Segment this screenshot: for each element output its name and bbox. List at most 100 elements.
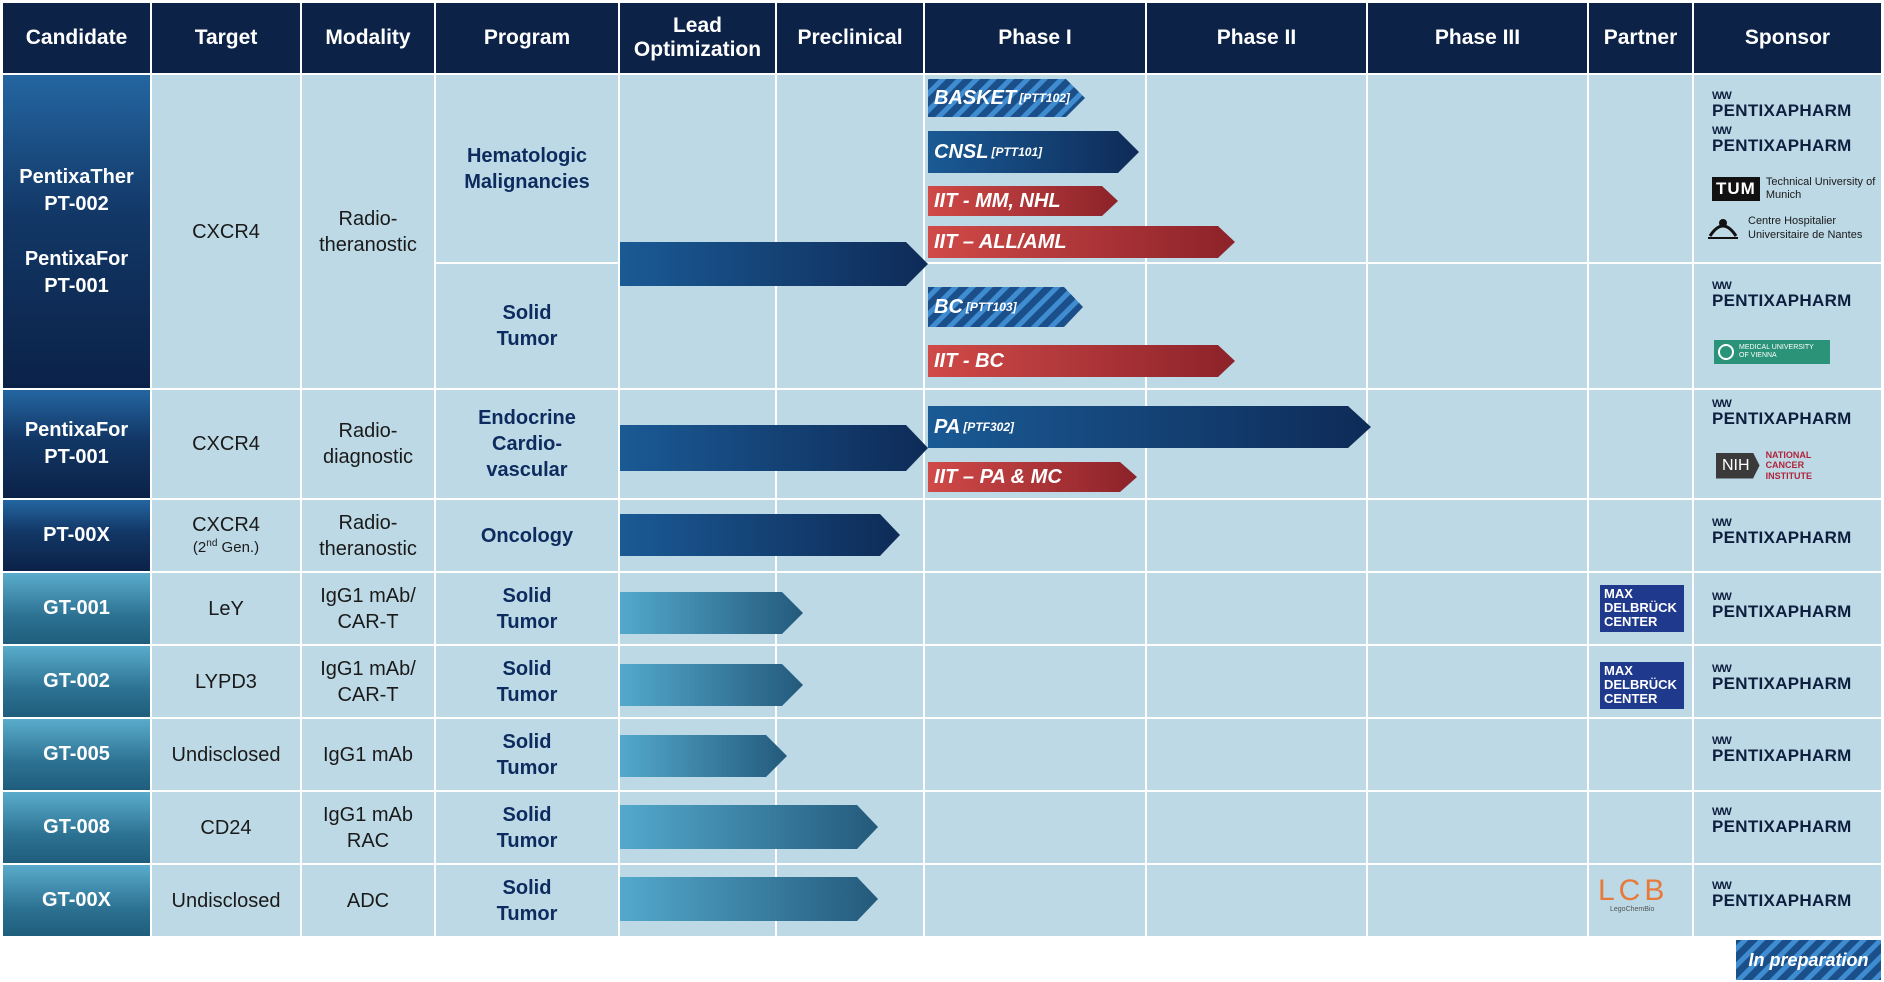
program-r2-line3: vascular <box>486 459 568 481</box>
sponsor-pentixapharm-5: WW PENTIXAPHARM <box>1712 517 1852 546</box>
mdc-2-line2: DELBRÜCK <box>1604 677 1677 692</box>
target-r3-gen-a: (2 <box>192 539 207 557</box>
grid-hline <box>152 571 1881 573</box>
bar-iit-pa <box>928 462 1137 492</box>
candidate-r1-b2: PT-001 <box>44 274 109 297</box>
sponsor-pentixapharm-9-text: PENTIXAPHARM <box>1712 817 1852 836</box>
grid-hline <box>0 571 152 573</box>
header-candidate: Candidate <box>3 3 150 73</box>
program-r6-line2: Tumor <box>496 756 558 779</box>
grid-vline <box>618 75 620 936</box>
header-phase-1: Phase I <box>925 3 1145 73</box>
sponsor-nih-nci: NIH NATIONAL CANCER INSTITUTE <box>1716 450 1812 481</box>
grid-hline <box>152 388 1881 390</box>
program-r8-line2: Tumor <box>496 902 558 925</box>
header-phase-2: Phase II <box>1147 3 1366 73</box>
program-r8-line1: Solid <box>502 876 552 899</box>
grid-hline <box>152 717 1881 719</box>
meduni-name: MEDICAL UNIVERSITY OF VIENNA <box>1739 344 1814 359</box>
chu-name: Centre Hospitalier Universitaire de Nant… <box>1748 214 1862 243</box>
arrow-r3-preclinical <box>620 514 900 556</box>
sponsor-pentixapharm-8: WW PENTIXAPHARM <box>1712 735 1852 764</box>
grid-hline <box>777 262 1881 264</box>
grid-vline <box>1587 75 1589 936</box>
grid-hline <box>152 498 1881 500</box>
program-r5-line2: Tumor <box>496 683 558 706</box>
nci-line3: INSTITUTE <box>1765 470 1813 481</box>
program-r6-line1: Solid <box>502 730 552 753</box>
sponsor-pentixapharm-10: WW PENTIXAPHARM <box>1712 880 1852 909</box>
program-r4-line2: Tumor <box>496 610 558 633</box>
header-lead-optimization: Lead Optimization <box>620 3 775 73</box>
pentixapharm-mark-icon: WW <box>1712 90 1732 102</box>
sponsor-tum: TUM Technical University of Munich <box>1712 176 1878 202</box>
grid-hline <box>0 644 152 646</box>
modality-r7-line1: IgG1 mAb <box>322 803 414 826</box>
bar-iit-mm <box>928 186 1118 216</box>
candidate-r1-a2: PT-002 <box>44 192 109 215</box>
header-target: Target <box>152 3 300 73</box>
grid-hline <box>152 790 1881 792</box>
modality-r2-line1: Radio- <box>338 420 398 442</box>
modality-r4-line1: IgG1 mAb/ <box>320 584 416 607</box>
arrow-r7 <box>620 805 878 849</box>
sponsor-pentixapharm-4-text: PENTIXAPHARM <box>1712 409 1852 428</box>
sponsor-pentixapharm-4: WW PENTIXAPHARM <box>1712 398 1852 427</box>
modality-r1-line1: Radio- <box>338 207 398 230</box>
header-phase-3: Phase III <box>1368 3 1587 73</box>
modality-r5: IgG1 mAb/ CAR-T <box>302 646 434 717</box>
program-r8: Solid Tumor <box>436 865 618 936</box>
candidate-pentixafor-pt001: PentixaFor PT-001 <box>3 390 150 498</box>
modality-r8: ADC <box>302 865 434 936</box>
chu-logo-icon <box>1704 214 1742 242</box>
target-r3-line2: (2nd Gen.) <box>193 538 259 558</box>
sponsor-pentixapharm-5-text: PENTIXAPHARM <box>1712 528 1852 547</box>
bar-pa <box>928 406 1371 448</box>
target-r3-line1: CXCR4 <box>192 514 260 537</box>
mdc-1-line1: MAX <box>1604 586 1633 601</box>
sponsor-pentixapharm-9: WW PENTIXAPHARM <box>1712 806 1852 835</box>
candidate-r1-a1: PentixaTher <box>19 165 134 188</box>
pentixapharm-mark-icon: WW <box>1712 125 1732 137</box>
partner-max-delbruck-1: MAX DELBRÜCK CENTER <box>1600 585 1684 632</box>
program-endocrine: Endocrine Cardio- vascular <box>436 390 618 498</box>
modality-r7-line2: RAC <box>346 829 390 852</box>
program-r2-line1: Endocrine <box>478 407 576 429</box>
lcb-logo-icon: LCB <box>1598 874 1669 907</box>
chu-name-line2: Universitaire de Nantes <box>1748 229 1863 242</box>
modality-r3-line2: theranostic <box>319 537 417 560</box>
target-r2: CXCR4 <box>152 390 300 498</box>
program-hematologic-line2: Malignancies <box>464 170 590 193</box>
mdc-1-line2: DELBRÜCK <box>1604 600 1677 615</box>
mdc-2-line1: MAX <box>1604 663 1633 678</box>
tum-logo-icon: TUM <box>1712 177 1760 202</box>
grid-vline <box>1366 75 1368 936</box>
grid-hline <box>152 644 1881 646</box>
sponsor-pentixapharm-1: WW PENTIXAPHARM <box>1712 90 1852 119</box>
modality-r3-line1: Radio- <box>338 511 398 534</box>
program-r7: Solid Tumor <box>436 792 618 863</box>
target-r5: LYPD3 <box>152 646 300 717</box>
program-r7-line1: Solid <box>502 803 552 826</box>
target-r8: Undisclosed <box>152 865 300 936</box>
modality-r4: IgG1 mAb/ CAR-T <box>302 573 434 644</box>
mdc-2-line3: CENTER <box>1604 691 1658 706</box>
grid-hline <box>0 790 152 792</box>
target-r7: CD24 <box>152 792 300 863</box>
arrow-r2-preclinical <box>620 425 928 471</box>
program-hematologic-line1: Hematologic <box>466 144 588 167</box>
pentixapharm-mark-icon: WW <box>1712 663 1732 675</box>
modality-r1: Radio- theranostic <box>302 75 434 388</box>
candidate-gt00x: GT-00X <box>3 865 150 936</box>
sponsor-pentixapharm-1-text: PENTIXAPHARM <box>1712 101 1852 120</box>
header-sponsor: Sponsor <box>1694 3 1881 73</box>
pentixapharm-mark-icon: WW <box>1712 806 1732 818</box>
candidate-gt008: GT-008 <box>3 792 150 863</box>
program-hematologic: Hematologic Malignancies <box>436 75 618 262</box>
sponsor-pentixapharm-2: WW PENTIXAPHARM <box>1712 125 1852 154</box>
grid-hline <box>0 717 152 719</box>
partner-max-delbruck-2: MAX DELBRÜCK CENTER <box>1600 662 1684 709</box>
legend-swatch <box>1736 940 1881 980</box>
modality-r3: Radio- theranostic <box>302 500 434 571</box>
